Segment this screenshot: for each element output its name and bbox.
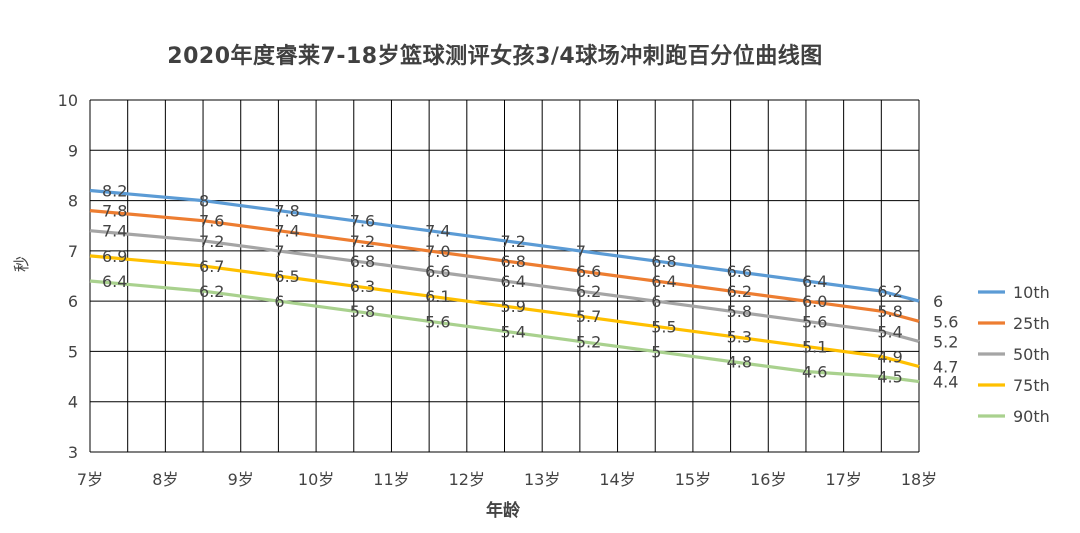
data-label: 7 (576, 242, 586, 261)
x-axis-label: 年龄 (486, 501, 520, 521)
data-label: 5.8 (350, 302, 375, 321)
data-label: 7.8 (102, 202, 127, 221)
data-label: 7.0 (425, 242, 450, 261)
data-label: 6.5 (274, 267, 299, 286)
y-tick-label: 8 (68, 192, 78, 211)
x-tick-label: 15岁 (675, 470, 711, 489)
legend-label-50th: 50th (1013, 345, 1050, 364)
data-label: 6 (933, 292, 943, 311)
x-tick-label: 10岁 (298, 470, 334, 489)
data-label: 8 (199, 192, 209, 211)
data-label: 6.2 (199, 282, 224, 301)
data-label: 7.4 (274, 222, 299, 241)
data-label: 5.5 (651, 317, 676, 336)
x-tick-label: 17岁 (825, 470, 861, 489)
data-label: 4.4 (933, 373, 958, 392)
x-tick-label: 12岁 (449, 470, 485, 489)
y-tick-label: 9 (68, 141, 78, 160)
data-label: 6.6 (425, 262, 450, 281)
data-label: 5.1 (802, 337, 827, 356)
series-line-50th (89, 229, 920, 343)
data-label: 6.3 (350, 277, 375, 296)
data-label: 5.8 (877, 302, 902, 321)
data-label: 7.2 (199, 232, 224, 251)
data-label: 6 (651, 292, 661, 311)
data-label: 6.4 (651, 272, 676, 291)
data-label: 6 (274, 292, 284, 311)
x-tick-label: 14岁 (599, 470, 635, 489)
data-label: 7.4 (102, 222, 127, 241)
data-label: 7.2 (350, 232, 375, 251)
data-label: 6.9 (102, 247, 127, 266)
data-label: 6.4 (501, 272, 526, 291)
y-tick-label: 6 (68, 292, 78, 311)
data-label: 7.6 (199, 212, 224, 231)
data-label: 6.8 (651, 252, 676, 271)
data-label: 6.4 (802, 272, 827, 291)
data-label: 5.6 (802, 312, 827, 331)
data-label: 6.8 (350, 252, 375, 271)
legend-label-75th: 75th (1013, 376, 1050, 395)
data-label: 6.4 (102, 272, 127, 291)
data-label: 6.2 (727, 282, 752, 301)
data-label: 6.6 (576, 262, 601, 281)
data-label: 6.8 (501, 252, 526, 271)
x-tick-label: 16岁 (750, 470, 786, 489)
data-label: 7.6 (350, 212, 375, 231)
data-label: 5.6 (425, 312, 450, 331)
data-label: 4.7 (933, 358, 958, 377)
series-line-90th (89, 279, 920, 384)
data-label: 4.5 (877, 368, 902, 387)
data-label: 5.6 (933, 312, 958, 331)
x-tick-label: 11岁 (373, 470, 409, 489)
series-line-25th (89, 209, 920, 323)
data-label: 5.7 (576, 307, 601, 326)
x-tick-label: 9岁 (228, 470, 254, 489)
data-label: 6.2 (576, 282, 601, 301)
data-label: 4.6 (802, 363, 827, 382)
x-tick-label: 13岁 (524, 470, 560, 489)
x-tick-label: 18岁 (901, 470, 937, 489)
data-label: 6.0 (802, 292, 827, 311)
y-tick-label: 7 (68, 242, 78, 261)
data-label: 7.8 (274, 202, 299, 221)
data-label: 6.6 (727, 262, 752, 281)
y-tick-label: 4 (68, 393, 78, 412)
data-label: 7.2 (501, 232, 526, 251)
data-label: 5.4 (501, 322, 526, 341)
data-label: 5.9 (501, 297, 526, 316)
data-label: 4.9 (877, 347, 902, 366)
data-label: 6.1 (425, 287, 450, 306)
data-label: 7.4 (425, 222, 450, 241)
series-line-75th (89, 254, 920, 369)
y-tick-label: 5 (68, 342, 78, 361)
series-line-10th (89, 188, 920, 303)
data-label: 5.4 (877, 322, 902, 341)
data-label: 5.2 (576, 332, 601, 351)
data-label: 6.7 (199, 257, 224, 276)
data-label: 7 (274, 242, 284, 261)
data-label: 4.8 (727, 352, 752, 371)
legend-label-10th: 10th (1013, 283, 1050, 302)
y-tick-label: 3 (68, 443, 78, 462)
x-tick-label: 7岁 (77, 470, 103, 489)
data-label: 5.8 (727, 302, 752, 321)
data-label: 5.2 (933, 332, 958, 351)
data-label: 6.2 (877, 282, 902, 301)
chart-title: 2020年度睿莱7-18岁篮球测评女孩3/4球场冲刺跑百分位曲线图 (167, 44, 823, 69)
data-label: 5 (651, 342, 661, 361)
y-tick-label: 10 (58, 91, 78, 110)
x-tick-label: 8岁 (152, 470, 178, 489)
legend-label-90th: 90th (1013, 407, 1050, 426)
data-label: 8.2 (102, 182, 127, 201)
legend-label-25th: 25th (1013, 314, 1050, 333)
data-label: 5.3 (727, 327, 752, 346)
